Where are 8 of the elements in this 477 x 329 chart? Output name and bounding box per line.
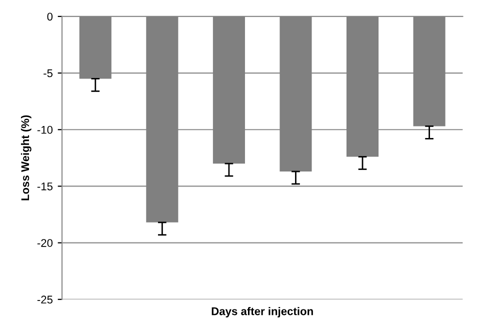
y-tick-label: 0 (47, 12, 53, 21)
y-tick-label: -25 (37, 296, 53, 304)
y-tick-label: -20 (37, 239, 53, 247)
y-tick-label: -5 (44, 69, 53, 78)
y-tick-label: -15 (37, 182, 53, 190)
y-axis-title: Loss Weight (%) (20, 115, 32, 200)
y-tick-label: -10 (37, 126, 53, 134)
x-axis-title: Days after injection (212, 307, 313, 318)
